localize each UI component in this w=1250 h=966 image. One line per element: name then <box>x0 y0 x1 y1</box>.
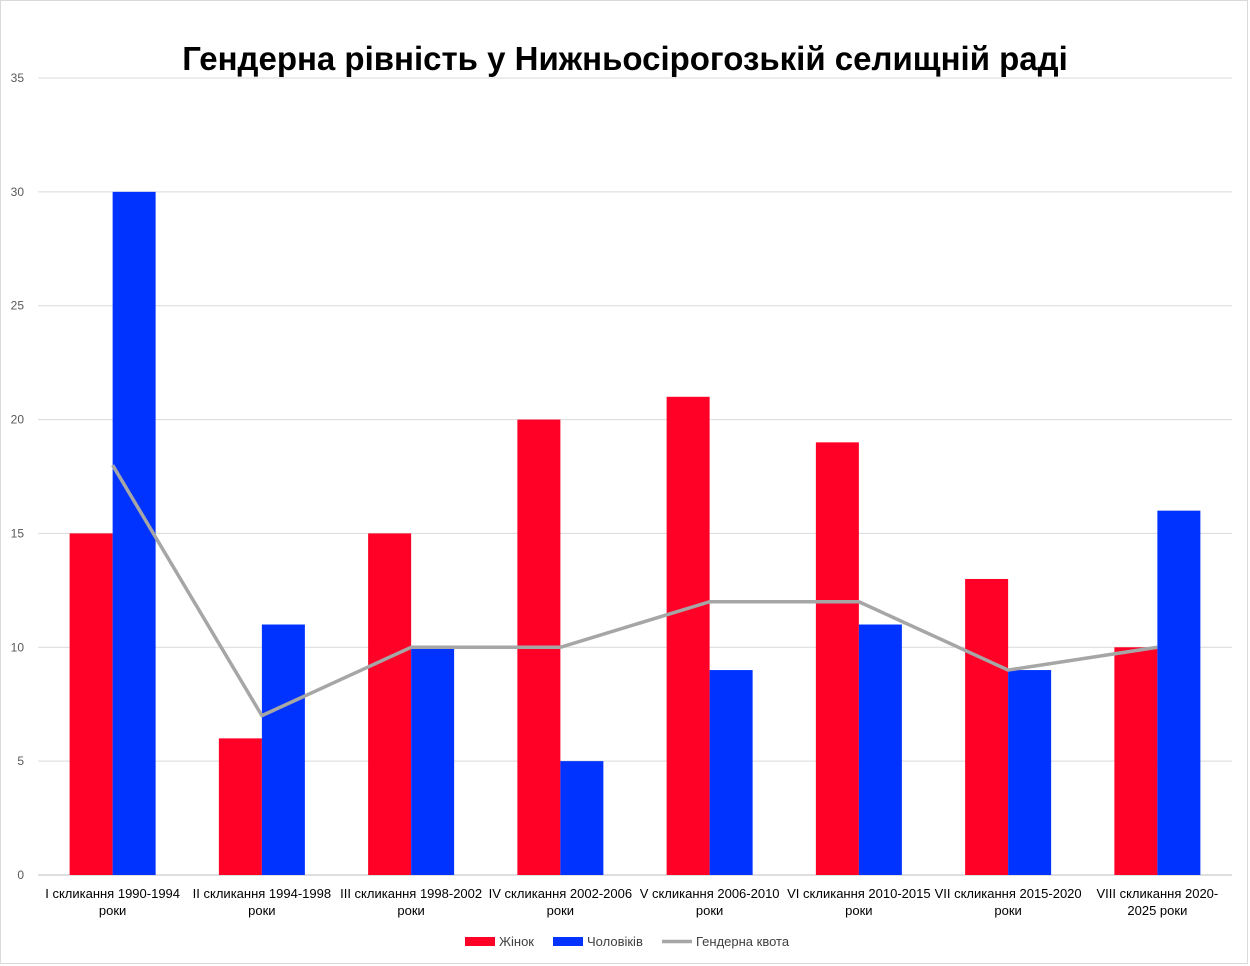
x-category-label: VI скликання 2010-2015 роки <box>787 886 930 918</box>
y-tick-label: 15 <box>11 526 25 540</box>
bars <box>69 191 1201 875</box>
bar-women-2 <box>218 738 262 875</box>
bar-women-7 <box>965 578 1009 875</box>
legend-label: Жінок <box>499 934 534 949</box>
bar-women-5 <box>666 396 710 875</box>
x-category-label: V скликання 2006-2010 роки <box>640 886 780 918</box>
legend-label: Гендерна квота <box>696 934 790 949</box>
legend-swatch-men <box>553 937 583 946</box>
x-category-label: VII скликання 2015-2020 роки <box>935 886 1082 918</box>
bar-men-8 <box>1157 510 1201 875</box>
x-category-label: VIII скликання 2020-2025 роки <box>1096 886 1218 918</box>
x-axis-labels: I скликання 1990-1994 роки II скликання 19… <box>45 886 1218 918</box>
bar-women-6 <box>815 442 859 875</box>
quota-line <box>111 464 1158 718</box>
bar-men-1 <box>112 191 156 875</box>
x-category-label: IV скликання 2002-2006 роки <box>489 886 632 918</box>
y-tick-label: 0 <box>17 868 24 882</box>
bar-men-4 <box>560 761 604 875</box>
x-category-label: I скликання 1990-1994 роки <box>45 886 180 918</box>
legend-swatch-women <box>465 937 495 946</box>
y-tick-label: 20 <box>11 413 25 427</box>
legend-label: Чоловіків <box>587 934 643 949</box>
bar-women-1 <box>69 533 113 875</box>
bar-men-5 <box>709 670 753 875</box>
quota-polyline <box>111 464 1158 718</box>
gridlines <box>38 77 1232 876</box>
y-tick-label: 25 <box>11 299 25 313</box>
y-tick-label: 10 <box>11 640 25 654</box>
y-tick-label: 30 <box>11 185 25 199</box>
bar-women-8 <box>1114 647 1158 875</box>
bar-men-2 <box>261 624 305 875</box>
bar-women-3 <box>368 533 412 875</box>
y-tick-label: 5 <box>17 754 24 768</box>
y-tick-label: 35 <box>11 71 25 85</box>
bar-men-7 <box>1008 670 1052 875</box>
y-axis-ticks: 0 5 10 15 20 25 30 35 <box>11 71 25 882</box>
legend: Жінок Чоловіків Гендерна квота <box>465 934 790 949</box>
x-category-label: III скликання 1998-2002 роки <box>340 886 482 918</box>
chart-title: Гендерна рівність у Нижньосірогозькій се… <box>182 40 1068 77</box>
bar-men-6 <box>858 624 902 875</box>
bar-men-3 <box>411 647 455 875</box>
x-category-label: II скликання 1994-1998 роки <box>193 886 331 918</box>
